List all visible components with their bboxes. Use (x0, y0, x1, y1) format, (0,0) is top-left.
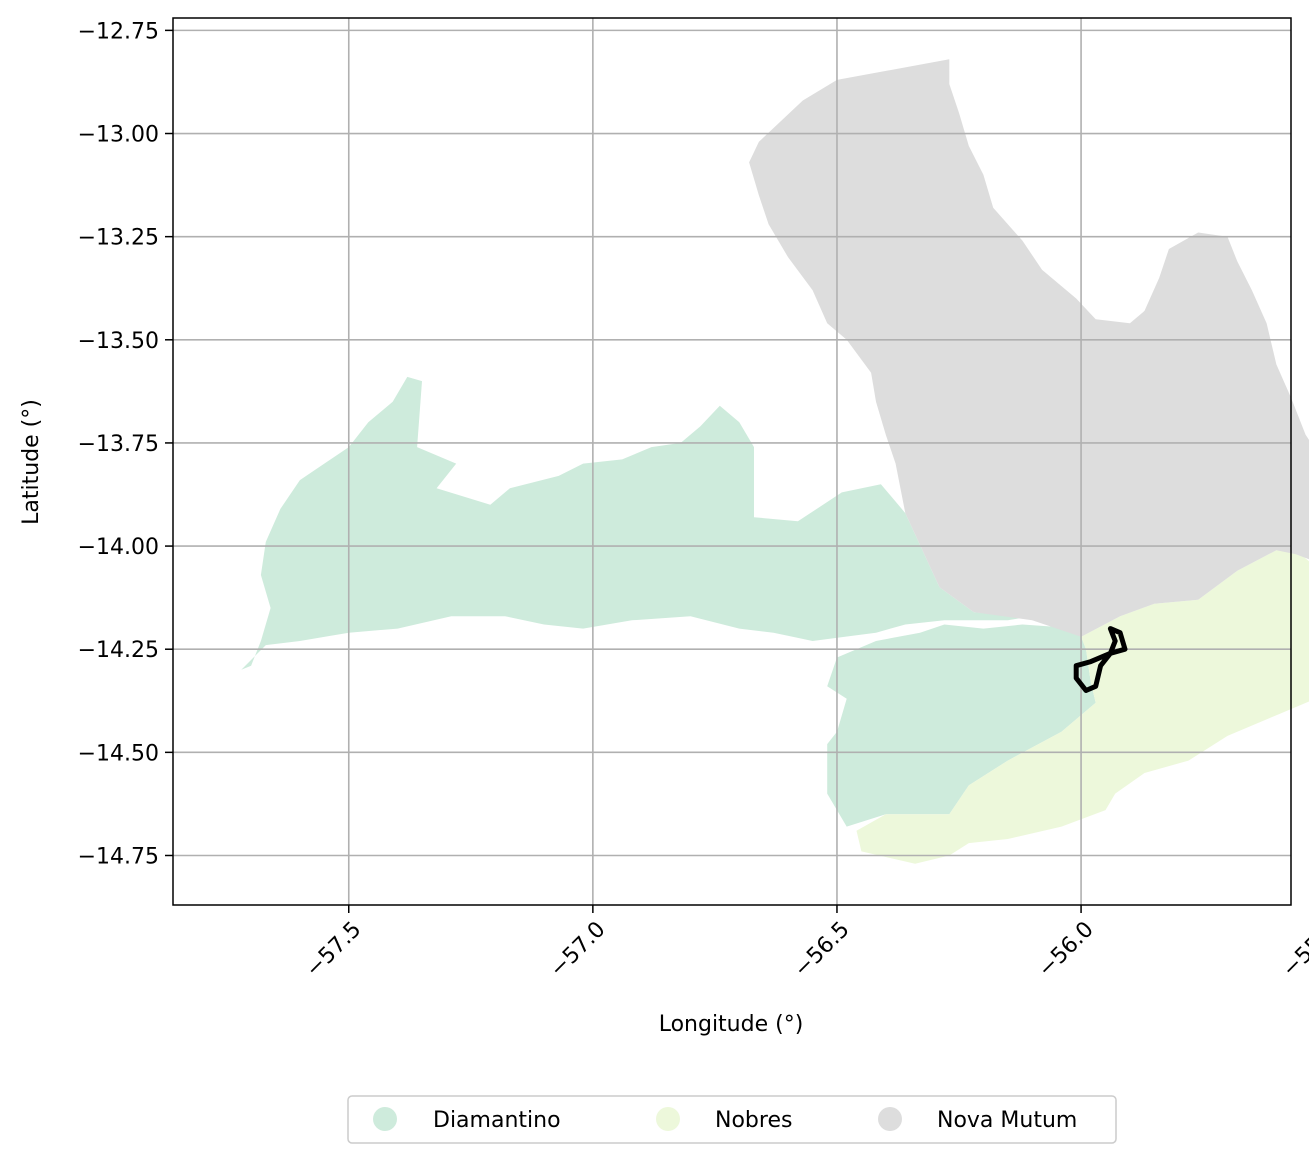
legend-label-nobres: Nobres (715, 1108, 792, 1133)
grid-layer (173, 18, 1291, 905)
legend-marker-diamantino (373, 1107, 397, 1131)
legend-marker-nova-mutum (878, 1107, 902, 1131)
y-tick-label: −12.75 (78, 19, 159, 44)
region-nobres (856, 550, 1309, 864)
y-tick-label: −14.50 (78, 741, 159, 766)
y-tick-label: −13.50 (78, 329, 159, 354)
x-tick-label: −56.5 (789, 917, 854, 982)
y-tick-label: −14.00 (78, 535, 159, 560)
plot-area (172, 17, 1309, 906)
y-tick-label: −14.25 (78, 638, 159, 663)
legend-marker-nobres (656, 1107, 680, 1131)
legend-label-nova-mutum: Nova Mutum (937, 1108, 1077, 1133)
x-tick-label: −57.0 (545, 917, 610, 982)
y-tick-label: −14.75 (78, 844, 159, 869)
outline-layer (1073, 626, 1128, 693)
x-tick-label: −55.5 (1278, 917, 1309, 982)
y-axis-ticks: −12.75 −13.00 −13.25 −13.50 −13.75 −14.00 −14.… (78, 19, 173, 869)
region-diamantino (241, 376, 1101, 827)
x-axis-label: Longitude (°) (659, 1012, 804, 1037)
legend: Diamantino Nobres Nova Mutum (347, 1095, 1117, 1144)
highlighted-area-outline (1073, 626, 1128, 693)
region-nova-mutum (749, 59, 1309, 637)
y-tick-label: −13.00 (78, 123, 159, 148)
x-tick-label: −56.0 (1033, 917, 1098, 982)
y-axis-label: Latitude (°) (19, 399, 44, 525)
x-axis-ticks: −57.5 −57.0 −56.5 −56.0 −55.5 (301, 905, 1309, 982)
legend-frame (347, 1095, 1117, 1144)
legend-label-diamantino: Diamantino (433, 1108, 561, 1133)
y-tick-label: −13.75 (78, 432, 159, 457)
plot-frame (172, 17, 1292, 906)
regions-layer (241, 59, 1309, 864)
y-tick-label: −13.25 (78, 226, 159, 251)
x-tick-label: −57.5 (301, 917, 366, 982)
